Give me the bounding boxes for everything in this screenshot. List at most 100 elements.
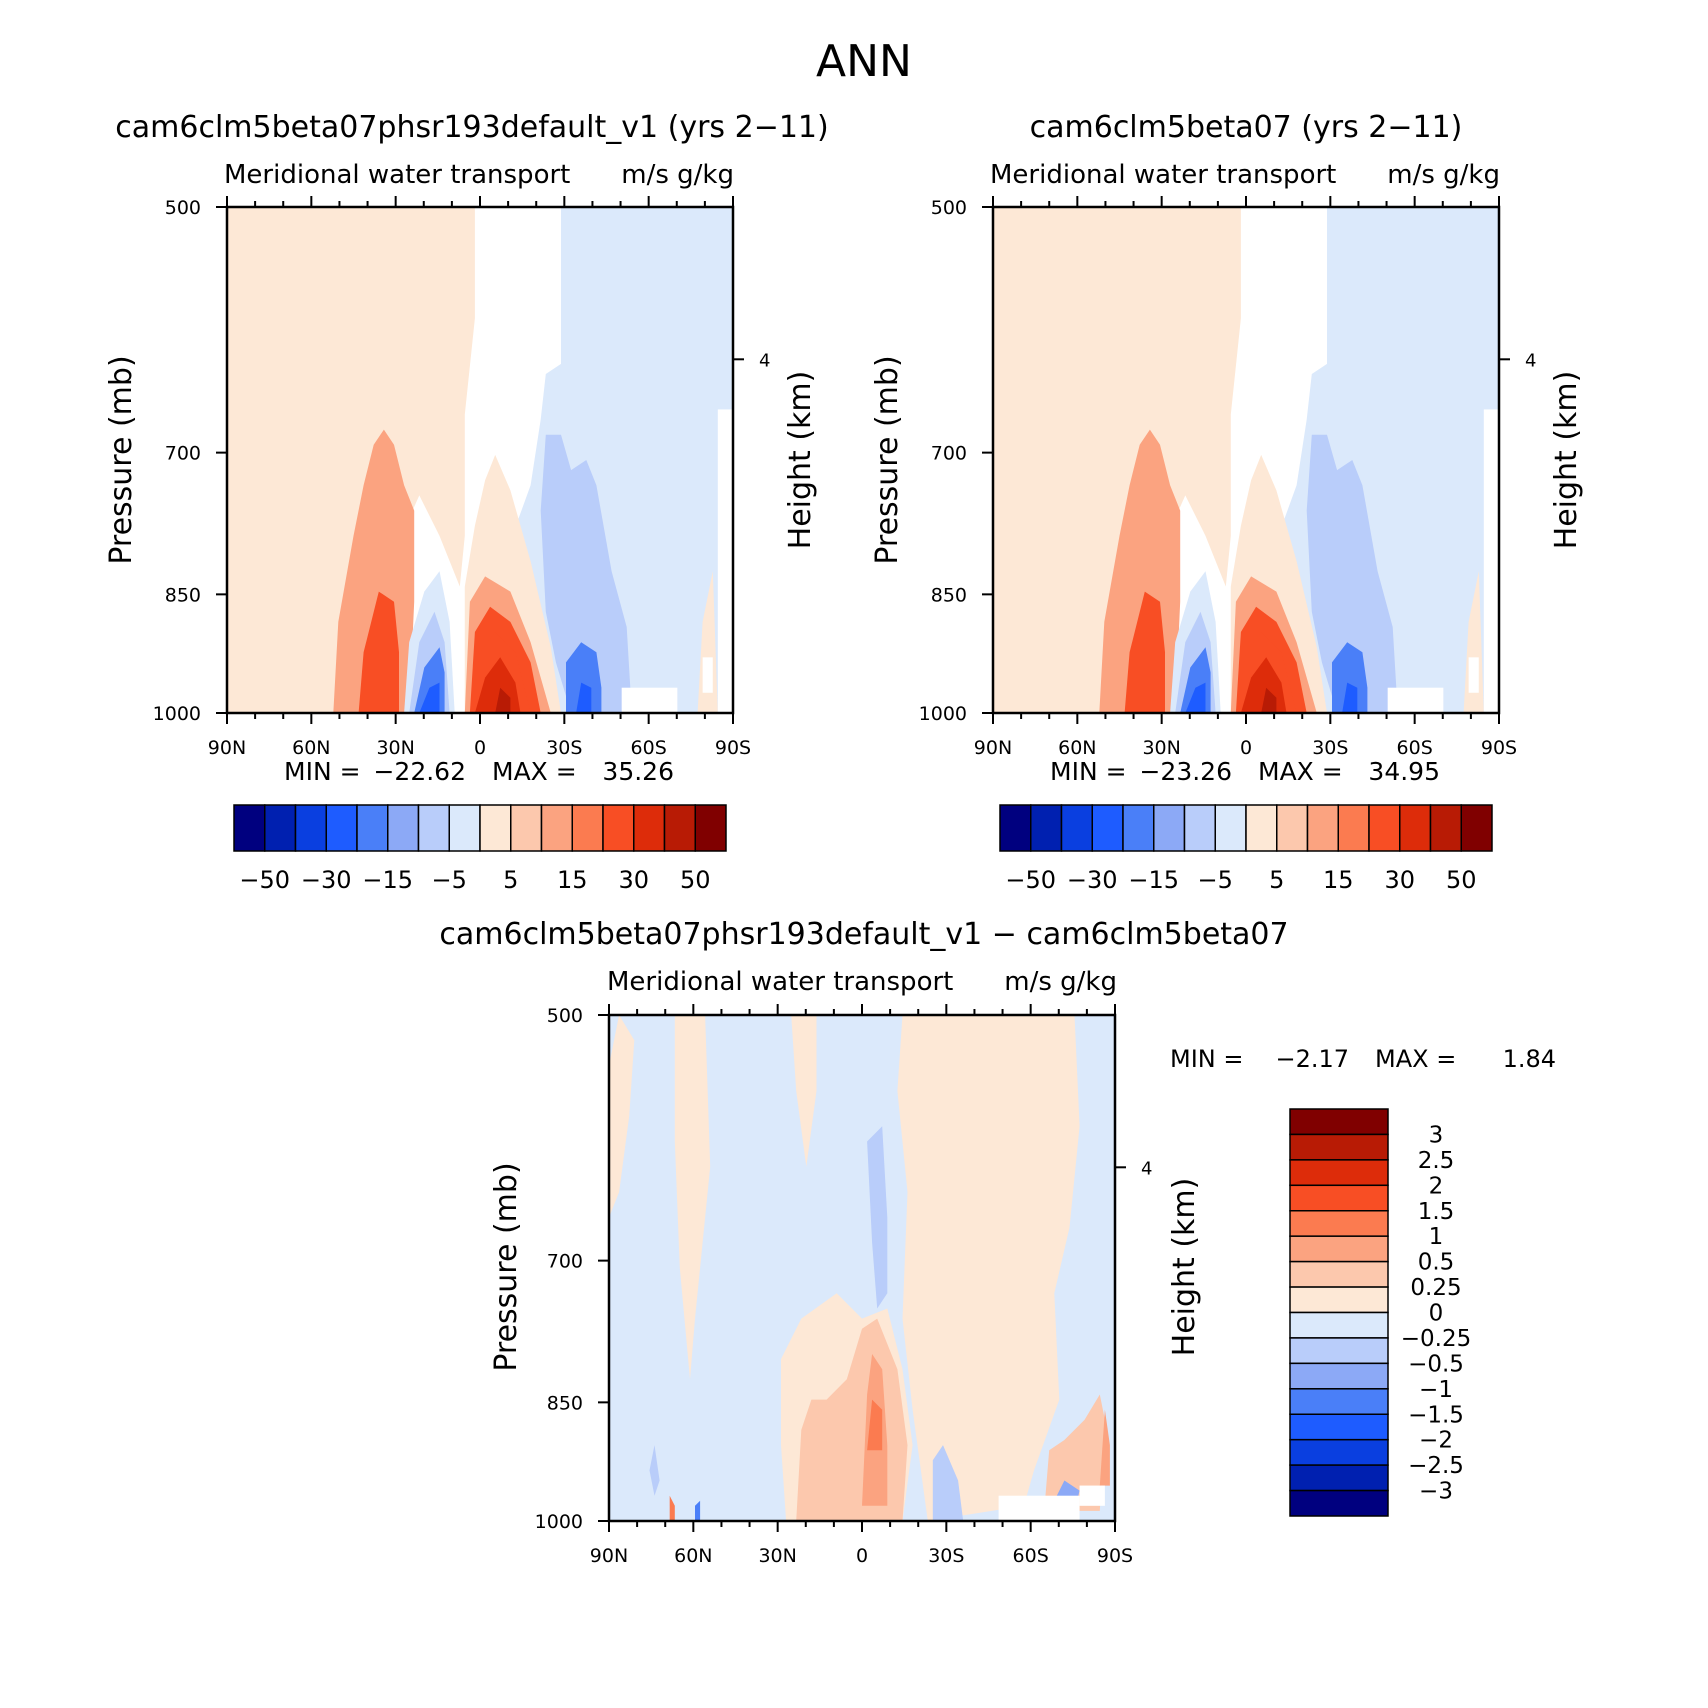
panel-3-colorbar-box-11	[1289, 1388, 1389, 1415]
panel-3-y-tick-label-3: 1000	[535, 1511, 583, 1533]
panel-3-x-tick-label-1: 60N	[674, 1545, 712, 1567]
panel-1-min-label: MIN =	[284, 757, 361, 786]
panel-1-min-value: −22.62	[373, 757, 466, 786]
panel-3-x-tick-label-6: 90S	[1097, 1545, 1133, 1567]
panel-3-colorbar-box-12	[1289, 1413, 1389, 1441]
panel-3-y2-tick-label-0: 4	[1141, 1158, 1152, 1179]
panel-1-colorbar-box-5	[387, 804, 420, 852]
panel-2-colorbar-box-13	[1399, 804, 1432, 852]
panel-3: cam6clm5beta07phsr193default_v1 − cam6cl…	[439, 917, 1556, 1567]
panel-1-colorbar-box-0	[233, 804, 266, 852]
panel-3-colorbar-label-10: −1	[1419, 1377, 1453, 1403]
panel-1-colorbar-box-3	[325, 804, 358, 852]
panel-3-colorbar-label-13: −2.5	[1408, 1453, 1464, 1479]
panel-2-colorbar-box-3	[1091, 804, 1124, 852]
panel-2: cam6clm5beta07 (yrs 2−11) Meridional wat…	[870, 110, 1584, 894]
panel-3-min-label: MIN =	[1170, 1045, 1243, 1073]
panel-3-contour-1	[674, 1015, 711, 1380]
panel-1-colorbar-box-11	[571, 804, 604, 852]
panel-3-title: cam6clm5beta07phsr193default_v1 − cam6cl…	[439, 917, 1288, 952]
panel-2-colorbar-box-0	[999, 804, 1032, 852]
panel-1-missing-2	[717, 409, 733, 713]
panel-2-y-axis-label: Pressure (mb)	[870, 355, 905, 564]
panel-2-x-tick-label-3: 0	[1240, 737, 1252, 759]
panel-1-colorbar-box-15	[694, 804, 727, 852]
panel-3-colorbar-box-6	[1289, 1260, 1389, 1288]
panel-2-colorbar-label-7: 50	[1446, 866, 1477, 894]
panel-2-missing-1	[1468, 657, 1479, 693]
panel-1-left-label: Meridional water transport	[224, 160, 570, 190]
panel-1-contour-13	[495, 687, 511, 713]
panel-1-colorbar-label-6: 30	[618, 866, 649, 894]
panel-3-colorbar-box-2	[1289, 1159, 1389, 1187]
panel-3-x-tick-label-4: 30S	[928, 1545, 964, 1567]
panel-1-y2-axis-label: Height (km)	[783, 371, 818, 550]
panel-2-x-tick-label-1: 60N	[1058, 737, 1096, 759]
panel-1-colorbar-box-2	[294, 804, 327, 852]
panel-2-colorbar-label-0: −50	[1005, 866, 1056, 894]
panel-1-contour-16	[576, 682, 592, 713]
figure-title: ANN	[816, 36, 912, 87]
panel-2-y-tick-label-1: 700	[931, 443, 967, 465]
panel-2-max-value: 34.95	[1368, 757, 1440, 786]
panel-1-colorbar-box-4	[356, 804, 389, 852]
panel-1-colorbar-box-14	[663, 804, 696, 852]
panel-2-field	[993, 207, 1499, 713]
panel-3-colorbar-label-1: 2.5	[1418, 1148, 1455, 1174]
panel-3-y-axis-label: Pressure (mb)	[489, 1162, 524, 1371]
panel-1-colorbar-box-12	[602, 804, 635, 852]
panel-3-units-label: m/s g/kg	[1004, 967, 1117, 997]
panel-1-missing-0	[621, 687, 678, 713]
panel-3-colorbar-box-8	[1289, 1311, 1389, 1339]
panel-1-colorbar-box-10	[540, 804, 573, 852]
panel-3-max-label: MAX =	[1375, 1045, 1456, 1073]
panel-2-colorbar-box-11	[1337, 804, 1370, 852]
panel-3-colorbar-box-0	[1289, 1108, 1389, 1136]
panel-2-colorbar-label-1: −30	[1067, 866, 1118, 894]
panel-1-x-tick-label-4: 30S	[546, 737, 582, 759]
panel-2-colorbar-box-12	[1368, 804, 1401, 852]
panel-1-x-tick-label-6: 90S	[715, 737, 751, 759]
panel-2-contour-13	[1261, 687, 1277, 713]
panel-3-y-tick-label-0: 500	[547, 1005, 583, 1027]
panel-1-contour-3	[358, 591, 399, 713]
panel-1-x-tick-label-0: 90N	[208, 737, 246, 759]
panel-2-x-tick-label-2: 30N	[1142, 737, 1180, 759]
panel-1-x-tick-label-2: 30N	[376, 737, 414, 759]
panel-2-colorbar-label-3: −5	[1198, 866, 1233, 894]
panel-2-contour-14	[1306, 434, 1398, 713]
panel-1-max-value: 35.26	[602, 757, 674, 786]
panel-2-x-tick-label-0: 90N	[974, 737, 1012, 759]
panel-1-colorbar-label-4: 5	[503, 866, 518, 894]
panel-3-colorbar-label-11: −1.5	[1408, 1402, 1464, 1428]
panel-3-field	[609, 1015, 1115, 1521]
panel-3-min-value: −2.17	[1275, 1045, 1349, 1073]
panel-1-y-tick-label-3: 1000	[153, 703, 201, 725]
panel-3-colorbar-box-10	[1289, 1362, 1389, 1390]
panel-1-y-tick-label-2: 850	[165, 584, 201, 606]
panel-2-colorbar-box-1	[1030, 804, 1063, 852]
panel-2-x-tick-label-4: 30S	[1312, 737, 1348, 759]
panel-2-colorbar-box-8	[1245, 804, 1278, 852]
panel-1-colorbar-label-1: −30	[301, 866, 352, 894]
panel-3-contour-12	[932, 1445, 964, 1521]
panel-2-missing-2	[1483, 409, 1499, 713]
panel-3-colorbar-box-9	[1289, 1337, 1389, 1365]
panel-3-missing-1	[1079, 1485, 1105, 1506]
panel-2-y2-tick-label-0: 4	[1525, 350, 1536, 371]
panel-3-colorbar-label-6: 0.25	[1410, 1275, 1461, 1301]
panel-1-x-tick-label-3: 0	[474, 737, 486, 759]
panel-2-y2-axis-label: Height (km)	[1549, 371, 1584, 550]
panel-3-colorbar-label-12: −2	[1419, 1428, 1453, 1454]
panel-2-y-tick-label-2: 850	[931, 584, 967, 606]
panel-1-max-label: MAX =	[492, 757, 577, 786]
panel-1-contour-1	[227, 207, 475, 713]
panel-3-contour-14	[649, 1445, 660, 1496]
panel-2-contour-15	[1332, 642, 1368, 713]
panel-1-colorbar-box-13	[633, 804, 666, 852]
panel-2-x-tick-label-5: 60S	[1397, 737, 1433, 759]
panel-3-colorbar-label-8: −0.25	[1401, 1326, 1471, 1352]
panel-3-x-tick-label-3: 0	[856, 1545, 868, 1567]
panel-1-colorbar-box-1	[264, 804, 297, 852]
panel-1-colorbar-label-3: −5	[432, 866, 467, 894]
